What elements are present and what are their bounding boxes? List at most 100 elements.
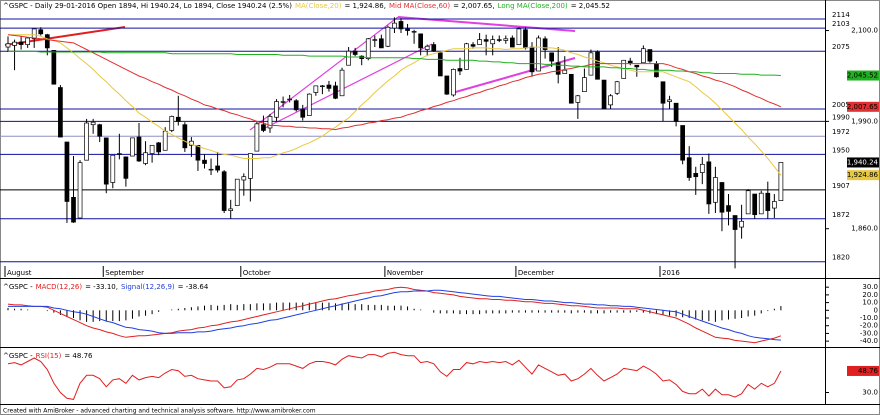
level-label: 1907	[832, 182, 850, 190]
value-box	[847, 170, 879, 181]
candle-body	[306, 93, 312, 116]
candle-body	[686, 157, 692, 178]
candle-body	[44, 34, 50, 49]
level-label: 2005	[832, 101, 850, 109]
panel-title: ^GSPC - RSI(15) = 48.76	[3, 352, 93, 360]
candle-body	[313, 85, 319, 93]
candle-body	[516, 28, 522, 45]
candle-body	[274, 101, 279, 118]
candle-body	[90, 121, 96, 126]
title: ^GSPC - Daily 29-01-2016 Open 1894, Hi 1…	[3, 2, 292, 10]
candle-body	[470, 44, 476, 47]
x-tick-label: November	[387, 269, 424, 277]
candle-body	[601, 79, 607, 110]
legend-value: = 48.76	[64, 352, 93, 360]
candle-body	[496, 39, 502, 41]
candle-body	[326, 84, 332, 89]
candle-body	[752, 193, 758, 216]
candle-body	[195, 144, 201, 161]
candle-body	[149, 144, 155, 154]
candle-body	[464, 43, 469, 70]
candle-body	[365, 38, 371, 59]
candle-body	[405, 28, 410, 31]
candle-body	[510, 37, 515, 48]
candle-body	[483, 39, 489, 42]
value-box-label: 2,045.52	[847, 72, 878, 80]
x-tick-label: 2016	[662, 269, 680, 277]
trendline	[451, 57, 576, 94]
candle-body	[71, 196, 76, 223]
candle-body	[116, 153, 122, 155]
candle-body	[215, 165, 220, 171]
level-label: 2103	[832, 20, 850, 28]
candle-body	[451, 69, 456, 96]
y-tick-label: -40.0	[860, 337, 878, 345]
title: ^GSPC -	[3, 352, 33, 360]
trendline	[4, 26, 126, 46]
candle-body	[175, 116, 181, 122]
candle-body	[726, 205, 731, 212]
legend-name: Long MA(Close,200)	[498, 2, 568, 10]
candle-body	[457, 68, 463, 72]
y-tick-label: 20.0	[862, 291, 878, 299]
candle-body	[385, 26, 391, 47]
series-line	[7, 351, 782, 400]
candle-body	[58, 87, 63, 138]
legend-value: = -38.64	[178, 283, 209, 291]
candle-body	[562, 69, 568, 74]
y-tick-label: 0	[874, 306, 878, 314]
level-label: 1872	[832, 211, 850, 219]
candle-body	[51, 50, 57, 85]
candle-body	[549, 52, 555, 62]
candle-body	[771, 201, 777, 209]
candle-body	[12, 41, 17, 46]
candle-body	[234, 178, 240, 206]
candle-body	[640, 48, 646, 64]
candle-body	[31, 28, 37, 40]
candle-body	[287, 98, 292, 101]
candle-body	[77, 162, 83, 219]
candle-body	[156, 142, 161, 153]
legend-value: = 1,924.86,	[344, 2, 386, 10]
series-line	[8, 34, 782, 176]
legend-name: MA(Close,20)	[295, 2, 342, 10]
level-label: 1990	[832, 113, 850, 121]
candle-body	[346, 50, 351, 66]
x-tick-label: December	[518, 269, 554, 277]
candle-body	[103, 137, 109, 185]
candle-body	[575, 95, 581, 103]
legend-value: = -33.10,	[85, 283, 118, 291]
candle-body	[608, 95, 613, 106]
y-tick-label: 30.0	[862, 283, 878, 291]
candle-body	[411, 31, 417, 33]
candle-body	[758, 192, 764, 215]
candle-body	[5, 43, 11, 48]
candle-body	[110, 154, 116, 183]
y-tick-label: 2,100.0	[851, 27, 878, 35]
candle-body	[529, 46, 535, 73]
candle-body	[555, 62, 561, 75]
series-line	[8, 50, 781, 76]
candle-body	[300, 109, 306, 118]
candle-body	[634, 64, 640, 68]
candle-body	[693, 173, 699, 178]
candle-body	[228, 208, 234, 211]
candle-body	[280, 101, 286, 103]
legend-name: Mid MA(Close,60)	[389, 2, 450, 10]
candle-body	[431, 44, 437, 52]
candle-body	[254, 123, 260, 152]
candle-body	[490, 39, 496, 45]
x-tick-label: August	[7, 269, 32, 277]
candle-body	[739, 220, 744, 228]
candle-body	[339, 69, 345, 97]
candle-body	[582, 77, 587, 93]
y-tick-label: -20.0	[860, 322, 878, 330]
candle-body	[241, 176, 247, 181]
footer: Created with AmiBroker - advanced charti…	[3, 408, 316, 415]
candle-body	[123, 156, 129, 179]
y-tick-label: 10.0	[862, 299, 878, 307]
candle-body	[595, 51, 600, 80]
candle-body	[352, 50, 358, 55]
candle-body	[713, 177, 718, 203]
